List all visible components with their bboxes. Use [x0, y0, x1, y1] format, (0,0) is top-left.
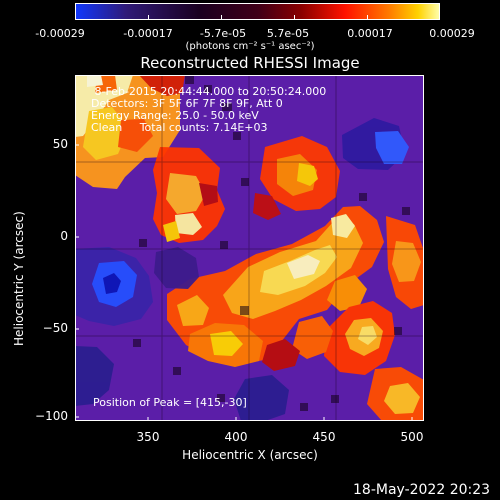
colorbar	[75, 3, 440, 20]
colorbar-tick-label-6: 0.00029	[429, 27, 475, 40]
peak-position-text: Position of Peak = [415,-30]	[93, 396, 247, 409]
colorbar-tick-label-1: -0.00029	[35, 27, 85, 40]
y-tick-label-50: 50	[52, 137, 68, 151]
render-timestamp: 18-May-2022 20:23	[353, 482, 491, 498]
plot-title: Reconstructed RHESSI Image	[140, 54, 360, 72]
overlay-line-time: 8-Feb-2015 20:44:44.000 to 20:50:24.000	[91, 85, 327, 98]
image-panel	[75, 75, 424, 421]
colorbar-unit-label: (photons cm⁻² s⁻¹ asec⁻²)	[185, 41, 315, 52]
y-tick-label-minus-50: −50	[42, 321, 68, 335]
overlay-line-counts: Clean Total counts: 7.14E+03	[91, 121, 268, 134]
x-tick-label-350: 350	[136, 430, 160, 444]
y-tick-label-minus-100: −100	[35, 409, 68, 423]
x-tick-label-400: 400	[224, 430, 248, 444]
colorbar-tick-label-4: 5.7e-05	[266, 27, 310, 40]
colorbar-tick-label-2: -0.00017	[123, 27, 173, 40]
x-tick-label-450: 450	[312, 430, 336, 444]
colorbar-tick-label-5: 0.00017	[347, 27, 393, 40]
overlay-line-detectors: Detectors: 3F 5F 6F 7F 8F 9F, Att 0	[91, 97, 283, 110]
rhessi-image	[75, 75, 424, 421]
y-axis-label: Heliocentric Y (arcsec)	[12, 211, 26, 346]
colorbar-gradient	[75, 3, 440, 20]
overlay-line-energy: Energy Range: 25.0 - 50.0 keV	[91, 109, 259, 122]
x-tick-label-500: 500	[400, 430, 424, 444]
colorbar-tick-label-3: -5.7e-05	[199, 27, 247, 40]
x-axis-label: Heliocentric X (arcsec)	[182, 448, 318, 462]
y-tick-label-0: 0	[60, 229, 68, 243]
